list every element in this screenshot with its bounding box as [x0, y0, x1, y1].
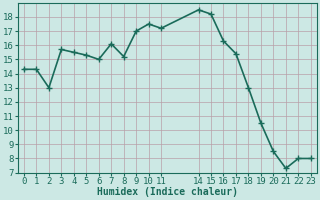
X-axis label: Humidex (Indice chaleur): Humidex (Indice chaleur): [97, 187, 238, 197]
